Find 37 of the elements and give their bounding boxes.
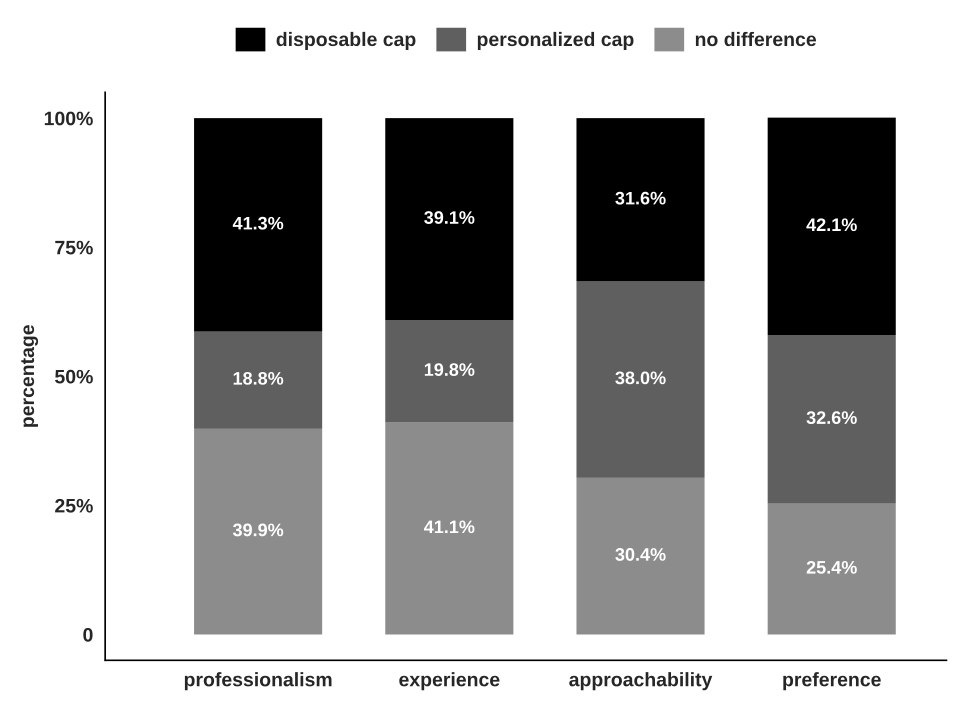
y-axis-title: percentage: [21, 325, 38, 427]
legend-label: no difference: [696, 32, 816, 46]
x-tick-label: professionalism: [184, 672, 332, 690]
data-label: 39.9%: [232, 524, 284, 536]
data-label: 39.1%: [424, 211, 474, 224]
bar: [194, 331, 322, 428]
y-tick-label: 50%: [55, 370, 93, 384]
data-label: 41.1%: [424, 520, 474, 534]
data-label: 18.8%: [234, 372, 284, 385]
legend-label: personalized cap: [478, 32, 634, 50]
legend-label: disposable cap: [276, 32, 416, 50]
x-tick-label: experience: [399, 672, 500, 690]
data-label: 38.0%: [615, 371, 666, 384]
data-label: 30.4%: [615, 548, 666, 561]
y-tick-label: 100%: [44, 112, 93, 126]
y-tick-label: 75%: [55, 240, 93, 254]
bar: [194, 428, 322, 634]
bar: [768, 118, 896, 335]
y-tick-label: 25%: [55, 498, 93, 513]
data-label: 41.3%: [232, 216, 284, 230]
bar: [576, 478, 705, 634]
y-tick-label: 0: [83, 628, 93, 642]
bar: [576, 118, 705, 282]
data-label: 19.8%: [424, 363, 474, 376]
x-tick-label: preference: [783, 672, 881, 690]
data-label: 31.6%: [615, 192, 666, 205]
data-label: 25.4%: [806, 560, 857, 574]
bar: [385, 422, 514, 634]
bar: [768, 503, 896, 634]
bar: [194, 118, 322, 332]
x-tick-label: approachability: [569, 672, 712, 690]
bar: [385, 320, 514, 422]
bar: [768, 334, 896, 504]
data-label: 32.6%: [806, 411, 857, 424]
data-label: 42.1%: [806, 218, 857, 232]
bar: [576, 281, 705, 478]
bar: [385, 118, 514, 320]
